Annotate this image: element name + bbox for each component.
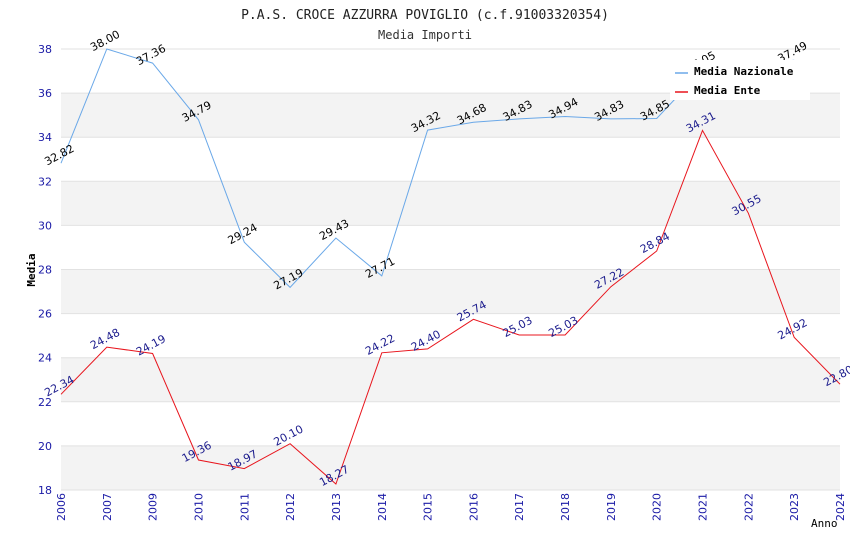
x-tick-label: 2014 <box>376 493 389 521</box>
x-tick-label: 2009 <box>147 493 160 521</box>
grid-band <box>61 357 840 402</box>
data-label: 38.00 <box>88 28 122 54</box>
x-tick-label: 2016 <box>467 493 480 521</box>
data-label: 24.19 <box>134 332 168 358</box>
y-tick-label: 18 <box>38 484 52 497</box>
x-tick-label: 2015 <box>422 493 435 521</box>
x-tick-label: 2022 <box>742 493 755 521</box>
x-tick-label: 2020 <box>651 493 664 521</box>
x-tick-label: 2012 <box>284 493 297 521</box>
x-tick-label: 2007 <box>101 493 114 521</box>
y-tick-label: 32 <box>38 175 52 188</box>
x-tick-label: 2011 <box>238 493 251 521</box>
data-label: 24.40 <box>409 328 443 354</box>
x-tick-label: 2018 <box>559 493 572 521</box>
data-label: 25.03 <box>546 314 580 340</box>
grid-band <box>61 93 840 138</box>
data-label: 24.22 <box>363 332 397 358</box>
x-tick-label: 2023 <box>788 493 801 521</box>
x-tick-label: 2006 <box>55 493 68 521</box>
data-label: 25.03 <box>501 314 535 340</box>
y-axis-label: Media <box>25 253 38 286</box>
y-tick-label: 34 <box>38 131 52 144</box>
data-label: 24.92 <box>776 316 810 342</box>
x-tick-label: 2013 <box>330 493 343 521</box>
series-line-media-nazionale <box>60 48 795 289</box>
x-axis-ticks: 2006 2007 2009 2010 2011 2012 2013 2014 2015 2016… <box>55 493 847 521</box>
grid-band <box>61 445 840 490</box>
grid-bands <box>61 93 840 490</box>
series-lines <box>60 48 841 485</box>
chart-subtitle: Media Importi <box>378 28 472 42</box>
chart-title: P.A.S. CROCE AZZURRA POVIGLIO (c.f.91003… <box>241 8 609 23</box>
y-tick-label: 22 <box>38 396 52 409</box>
y-tick-label: 30 <box>38 219 52 232</box>
grid-band <box>61 269 840 314</box>
y-tick-label: 38 <box>38 43 52 56</box>
y-tick-label: 20 <box>38 440 52 453</box>
legend-label-media-ente: Media Ente <box>694 84 761 97</box>
x-tick-label: 2010 <box>192 493 205 521</box>
x-tick-label: 2019 <box>605 493 618 521</box>
legend-label-media-nazionale: Media Nazionale <box>694 65 794 78</box>
x-axis-label: Anno <box>811 517 838 530</box>
x-tick-label: 2021 <box>697 493 710 521</box>
legend: Media Nazionale Media Ente <box>670 60 810 100</box>
y-tick-label: 24 <box>38 352 52 365</box>
y-tick-label: 26 <box>38 308 52 321</box>
y-axis-ticks: 18 20 22 24 26 28 30 32 34 36 38 <box>38 43 52 497</box>
series-line-media-ente <box>60 129 841 485</box>
data-label: 37.36 <box>134 42 168 68</box>
x-tick-label: 2017 <box>513 493 526 521</box>
grid-band <box>61 181 840 226</box>
y-tick-label: 28 <box>38 264 52 277</box>
legend-box <box>670 60 810 100</box>
x-tick-label: 2024 <box>834 493 847 521</box>
y-tick-label: 36 <box>38 87 52 100</box>
data-label: 32.82 <box>42 142 76 168</box>
